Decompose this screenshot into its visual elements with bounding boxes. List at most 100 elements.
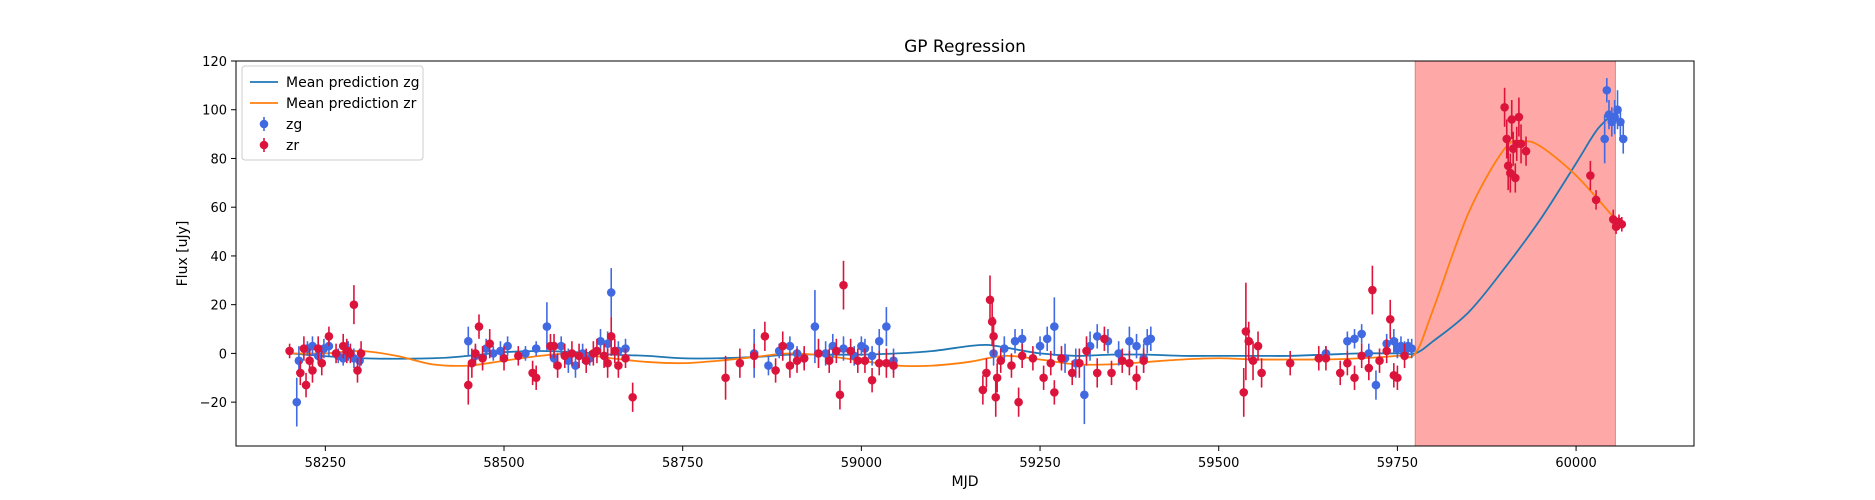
y-tick-label: 40 xyxy=(210,250,227,265)
data-point xyxy=(1132,341,1141,351)
data-point xyxy=(832,346,841,356)
data-point xyxy=(721,373,730,383)
x-tick-label: 58500 xyxy=(483,456,524,471)
data-point xyxy=(574,351,584,361)
data-point xyxy=(749,351,759,361)
data-point xyxy=(785,341,795,351)
y-axis-label: Flux [uJy] xyxy=(175,221,191,287)
data-point xyxy=(764,361,773,370)
data-point xyxy=(606,288,616,297)
data-point xyxy=(606,332,616,341)
data-point xyxy=(560,351,570,361)
data-point xyxy=(1389,336,1399,346)
data-point xyxy=(294,356,304,366)
data-point xyxy=(1382,346,1391,356)
y-tick-label: 20 xyxy=(210,299,227,314)
data-point xyxy=(1385,314,1395,324)
legend-label: Mean prediction zg xyxy=(286,75,420,91)
data-point xyxy=(628,392,637,402)
data-point xyxy=(821,349,830,358)
x-tick-label: 59000 xyxy=(841,456,882,471)
data-point xyxy=(1591,195,1601,205)
data-point xyxy=(1400,351,1409,361)
data-point xyxy=(1114,349,1123,358)
data-point xyxy=(1007,361,1016,370)
data-point xyxy=(1046,358,1056,368)
data-point xyxy=(1028,353,1038,363)
x-tick-label: 59750 xyxy=(1377,456,1418,471)
data-point xyxy=(996,356,1006,366)
data-point xyxy=(356,349,366,358)
data-point xyxy=(1035,341,1045,351)
data-point xyxy=(317,358,327,368)
data-point xyxy=(985,295,995,305)
data-point xyxy=(1117,356,1127,366)
data-point xyxy=(1350,334,1359,344)
data-point xyxy=(771,366,780,375)
data-point xyxy=(531,344,541,353)
data-point xyxy=(1503,161,1513,171)
legend-box xyxy=(241,65,424,161)
legend: Mean prediction zg Mean prediction zr zg zr xyxy=(241,65,424,161)
data-point xyxy=(1511,173,1520,183)
data-point xyxy=(785,361,795,370)
x-tick-label: 58750 xyxy=(662,456,703,471)
data-point xyxy=(1516,139,1526,149)
data-point xyxy=(346,349,355,358)
legend-label: zr xyxy=(286,138,299,154)
data-point xyxy=(1357,351,1366,361)
data-point xyxy=(1364,363,1374,373)
data-point xyxy=(1092,368,1102,378)
data-point xyxy=(839,344,848,353)
data-point xyxy=(349,300,359,309)
data-point xyxy=(1393,373,1402,383)
data-point xyxy=(324,332,334,341)
data-point xyxy=(839,280,848,290)
data-point xyxy=(355,356,364,366)
data-point xyxy=(824,356,834,366)
data-point xyxy=(1343,358,1352,368)
data-point xyxy=(603,339,612,348)
legend-label: zg xyxy=(286,117,302,133)
data-point xyxy=(846,346,855,356)
data-point xyxy=(338,353,348,363)
data-point xyxy=(991,392,1001,402)
data-point xyxy=(889,361,898,370)
data-point xyxy=(735,358,745,368)
data-point xyxy=(610,346,620,356)
data-point xyxy=(874,336,884,346)
data-point xyxy=(982,368,991,378)
y-tick-label: 60 xyxy=(210,201,227,216)
x-tick-label: 59500 xyxy=(1198,456,1239,471)
data-point xyxy=(1507,115,1517,124)
data-point xyxy=(1080,390,1089,400)
data-point xyxy=(542,322,552,331)
x-axis: 58250 58500 58750 59000 59250 59500 59750 60000 xyxy=(305,446,1597,471)
data-point xyxy=(488,349,498,358)
data-point xyxy=(1357,329,1366,339)
data-point xyxy=(1244,336,1254,346)
data-point xyxy=(778,341,788,351)
data-point xyxy=(874,358,884,368)
data-point xyxy=(596,336,605,346)
data-point xyxy=(614,361,623,370)
data-point xyxy=(503,341,512,351)
data-point xyxy=(496,346,505,356)
data-point xyxy=(1125,336,1134,346)
data-point xyxy=(471,349,480,358)
data-point xyxy=(474,322,484,331)
data-point xyxy=(860,356,870,366)
data-point xyxy=(299,344,309,353)
data-point xyxy=(835,390,845,400)
y-tick-label: 100 xyxy=(202,104,227,119)
data-point xyxy=(478,353,487,363)
data-point xyxy=(1616,117,1625,127)
data-point xyxy=(989,332,998,341)
data-point xyxy=(1132,373,1141,383)
data-point xyxy=(296,368,305,378)
data-point xyxy=(882,358,891,368)
data-point xyxy=(1125,358,1134,368)
y-axis: −20 0 20 40 60 80 100 120 xyxy=(200,55,236,411)
data-point xyxy=(1321,353,1331,363)
